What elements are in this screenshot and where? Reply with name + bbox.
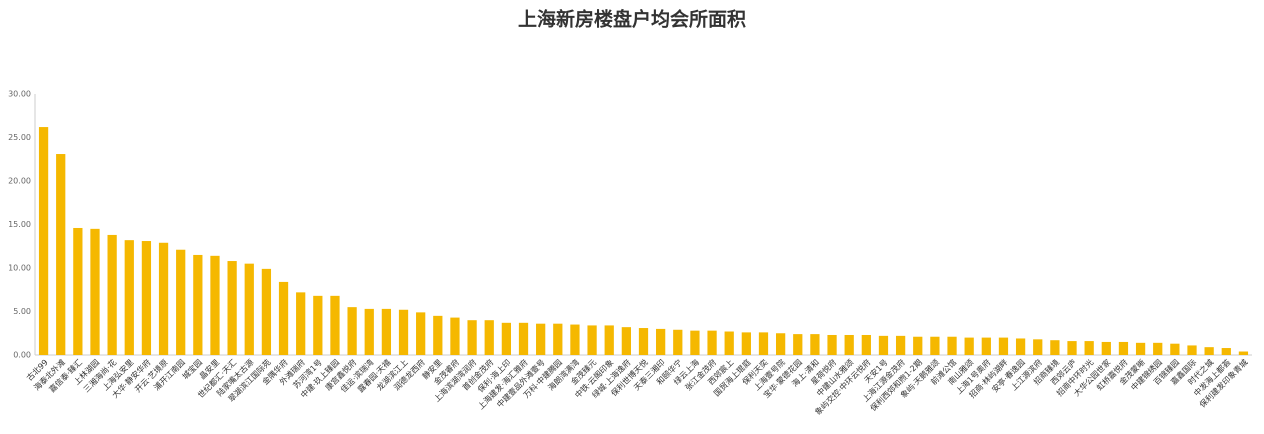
bar: [758, 332, 769, 355]
bar: [981, 337, 991, 355]
bar: [244, 263, 254, 355]
bar: [398, 309, 409, 355]
bar: [793, 334, 803, 355]
bar: [210, 255, 220, 355]
bar: [1118, 341, 1129, 355]
bar: [278, 281, 289, 355]
bar: [467, 320, 477, 355]
bar: [296, 292, 306, 355]
bar: [416, 312, 426, 355]
bar: [707, 330, 717, 355]
bar: [73, 227, 83, 355]
bar: [844, 334, 854, 355]
bar: [484, 320, 494, 355]
bar: [1101, 341, 1111, 355]
bar: [913, 336, 923, 355]
bar: [1170, 343, 1180, 355]
bar: [621, 327, 631, 355]
bar: [878, 335, 889, 355]
y-tick-label: 30.00: [8, 90, 31, 99]
bar: [861, 334, 871, 355]
bar: [536, 323, 546, 355]
bar: [450, 317, 460, 355]
bar: [1135, 342, 1146, 355]
y-tick-label: 0.00: [13, 351, 31, 360]
bar: [1187, 345, 1197, 355]
bar: [38, 127, 49, 355]
bar: [1153, 342, 1163, 355]
bar: [1067, 341, 1077, 355]
bar: [1033, 339, 1043, 355]
bar: [553, 323, 563, 355]
y-tick-label: 10.00: [8, 264, 31, 273]
bar: [998, 337, 1009, 355]
bar: [518, 322, 529, 355]
bar: [724, 331, 734, 355]
y-tick-label: 5.00: [13, 307, 31, 316]
bar: [775, 333, 786, 355]
bar: [638, 328, 649, 355]
bar: [656, 328, 666, 355]
bar: [364, 308, 374, 355]
bar: [1015, 338, 1026, 355]
bar: [604, 325, 614, 355]
bar: [587, 325, 597, 355]
bar: [176, 249, 186, 355]
bar: [930, 336, 940, 355]
bar: [1204, 347, 1214, 355]
bar: [90, 228, 100, 355]
bar: [947, 336, 957, 355]
bar: [330, 295, 340, 355]
bar: [347, 307, 357, 355]
bar: [56, 154, 66, 355]
bar: [895, 335, 906, 355]
bar: [227, 261, 237, 355]
bar: [1221, 348, 1231, 355]
bar: [1084, 341, 1094, 355]
bar: [141, 241, 152, 355]
bar: [570, 324, 580, 355]
bar: [741, 332, 751, 355]
bar: [261, 268, 272, 355]
bar: [673, 329, 683, 355]
bar: [1050, 340, 1060, 355]
chart-title: 上海新房楼盘户均会所面积: [518, 8, 746, 31]
bar: [381, 308, 392, 355]
bar: [501, 322, 512, 355]
bar: [1238, 351, 1249, 355]
bar: [810, 334, 820, 355]
y-tick-label: 20.00: [8, 177, 31, 186]
bar: [690, 330, 700, 355]
y-tick-label: 25.00: [8, 133, 31, 142]
bar: [124, 240, 134, 355]
bar: [964, 337, 974, 355]
bar: [107, 234, 117, 355]
bar: [827, 334, 837, 355]
y-tick-label: 15.00: [8, 220, 31, 229]
bar: [158, 242, 169, 355]
bar: [313, 295, 323, 355]
bar: [433, 315, 443, 355]
bar: [193, 254, 203, 355]
